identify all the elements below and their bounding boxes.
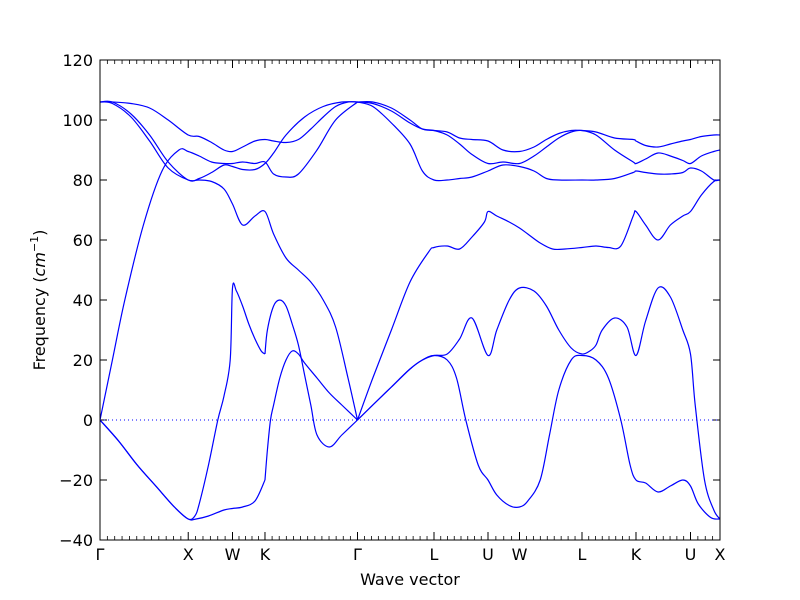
y-tick-label: −20	[59, 471, 93, 490]
band-line-7	[264, 299, 358, 448]
tick-layer	[99, 59, 721, 541]
band-line-10	[357, 101, 721, 182]
y-axis-label-prefix: Frequency (	[30, 276, 49, 370]
band-line-12	[357, 101, 721, 165]
band-line-2	[99, 100, 358, 182]
k-point-label: K	[631, 545, 642, 564]
band-line-8	[264, 350, 358, 481]
band-line-6	[99, 282, 266, 521]
x-axis-label: Wave vector	[360, 570, 460, 589]
k-point-label: Γ	[96, 545, 105, 564]
band-line-11	[357, 100, 721, 153]
band-line-3	[99, 101, 359, 421]
y-tick-label: 60	[73, 231, 93, 250]
band-line-1	[99, 101, 358, 153]
k-point-label: U	[685, 545, 697, 564]
k-point-label: X	[715, 545, 726, 564]
y-axis-label-exponent: −1	[28, 236, 41, 252]
y-tick-labels: −40 −20 0 20 40 60 80 100 120	[59, 51, 93, 550]
series-layer	[99, 100, 721, 521]
y-axis-label-suffix: )	[30, 230, 49, 236]
k-point-label: W	[225, 545, 241, 564]
y-tick-label: 100	[62, 111, 93, 130]
plot-frame	[99, 59, 721, 541]
band-line-9	[356, 179, 721, 421]
y-axis-label-unit: cm	[30, 252, 49, 276]
k-point-label: X	[183, 545, 194, 564]
y-axis-label: Frequency (cm−1)	[28, 230, 49, 371]
y-tick-label: 20	[73, 351, 93, 370]
y-tick-label: 120	[62, 51, 93, 70]
y-tick-label: 0	[83, 411, 93, 430]
y-tick-label: 40	[73, 291, 93, 310]
k-point-label: K	[260, 545, 271, 564]
y-tick-label: −40	[59, 531, 93, 550]
band-line-14	[357, 354, 721, 520]
k-point-label: W	[512, 545, 528, 564]
band-line-5	[99, 419, 266, 521]
k-point-label: L	[578, 545, 587, 564]
y-tick-label: 80	[73, 171, 93, 190]
k-point-label: Γ	[353, 545, 362, 564]
k-point-label: L	[430, 545, 439, 564]
k-point-label: U	[482, 545, 494, 564]
band-line-4	[99, 101, 358, 421]
